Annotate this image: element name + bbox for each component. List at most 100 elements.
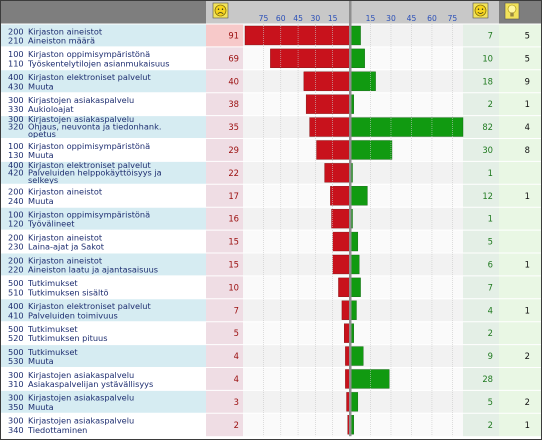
row-category-label: Kirjastojen asiakaspalvelu (28, 95, 134, 105)
neg-tick-label: 60 (276, 14, 286, 23)
importance-cell (499, 413, 541, 437)
row-category-code: 500 (8, 278, 24, 288)
neg-count-cell (206, 161, 243, 185)
row-label-bg (1, 184, 206, 208)
importance-cell (499, 344, 541, 368)
neg-count-cell (206, 367, 243, 391)
importance-cell (499, 321, 541, 345)
negative-bar (244, 25, 351, 46)
row-category-label: Kirjaston elektroniset palvelut (28, 160, 151, 170)
importance-cell (499, 275, 541, 299)
pos-count-label: 28 (482, 374, 493, 384)
row-subcategory-code: 210 (8, 35, 24, 45)
neg-tick-label: 75 (259, 14, 269, 23)
pos-count-cell (463, 46, 499, 70)
row-category-code: 100 (8, 49, 24, 59)
pos-tick-label: 75 (448, 14, 458, 23)
neg-count-label: 69 (228, 53, 239, 63)
row-subcategory-label: Tutkimuksen pituus (27, 333, 108, 343)
row-subcategory-code: 120 (8, 219, 24, 229)
neg-count-cell (206, 275, 243, 299)
pos-count-cell (463, 321, 499, 345)
pos-count-label: 12 (482, 191, 493, 201)
neg-count-label: 17 (228, 191, 239, 201)
importance-cell (499, 115, 541, 139)
neg-count-label: 4 (234, 374, 239, 384)
negative-bar (330, 186, 351, 206)
row-category-label: Kirjaston aineistot (28, 26, 103, 36)
row-label-bg (1, 344, 206, 368)
row-subcategory-label: Aineiston laatu ja ajantasaisuus (28, 264, 158, 274)
negative-bar (341, 300, 351, 320)
pos-count-label: 5 (488, 237, 493, 247)
row-label-bg (1, 253, 206, 276)
importance-label: 5 (525, 30, 530, 40)
row-category-code: 500 (8, 324, 24, 334)
pos-tick-label: 30 (386, 14, 396, 23)
row-category-code: 200 (8, 232, 24, 242)
row-subcategory-label: opetus (28, 129, 56, 139)
row-label-bg (1, 161, 206, 185)
row-subcategory-code: 340 (8, 425, 24, 435)
importance-label: 1 (525, 191, 530, 201)
row-category-code: 100 (8, 141, 24, 151)
bar-row-bg (243, 207, 463, 231)
row-category-label: Kirjaston elektroniset palvelut (28, 301, 151, 311)
row-category-code: 300 (8, 114, 24, 124)
row-subcategory-code: 350 (8, 402, 24, 412)
neg-count-label: 2 (234, 420, 239, 430)
positive-bar (350, 231, 359, 252)
importance-label: 5 (525, 53, 530, 63)
importance-label: 1 (525, 259, 530, 269)
row-category-label: Kirjaston aineistot (28, 187, 103, 197)
row-label-bg (1, 24, 206, 47)
neg-count-label: 15 (228, 259, 239, 269)
row-subcategory-code: 430 (8, 81, 24, 91)
row-category-code: 100 (8, 209, 24, 219)
pos-count-label: 30 (482, 145, 493, 155)
neg-count-label: 10 (228, 282, 239, 292)
pos-count-cell (463, 344, 499, 368)
importance-cell (499, 298, 541, 322)
row-category-code: 300 (8, 370, 24, 380)
neg-count-cell (206, 92, 243, 116)
neg-count-label: 16 (228, 214, 239, 224)
importance-label: 9 (525, 76, 530, 86)
row-category-label: Tutkimukset (27, 347, 78, 357)
pos-count-cell (463, 115, 499, 139)
pos-tick-label: 45 (407, 14, 417, 23)
row-subcategory-code: 230 (8, 242, 24, 252)
neg-count-label: 38 (228, 99, 239, 109)
row-label-bg (1, 46, 206, 70)
row-subcategory-code: 330 (8, 104, 24, 114)
positive-bar (350, 277, 361, 297)
negative-bar (332, 231, 351, 252)
row-label-bg (1, 230, 206, 253)
row-label-bg (1, 69, 206, 93)
negative-bar (331, 208, 351, 229)
importance-label: 1 (525, 99, 530, 109)
positive-bar (350, 117, 464, 137)
negative-bar (338, 277, 351, 297)
negative-bar (305, 94, 351, 114)
pos-count-cell (463, 92, 499, 116)
row-subcategory-label: Ohjaus, neuvonta ja tiedonhank. (28, 122, 161, 132)
neg-count-label: 35 (228, 122, 239, 132)
row-category-label: Kirjaston elektroniset palvelut (28, 72, 151, 82)
neg-count-cell (206, 230, 243, 253)
positive-bar (350, 25, 361, 46)
row-category-label: Kirjastojen asiakaspalvelu (28, 370, 134, 380)
pos-count-label: 2 (488, 99, 493, 109)
importance-cell (499, 253, 541, 276)
pos-count-label: 2 (488, 328, 493, 338)
row-category-code: 400 (8, 72, 24, 82)
row-label-bg (1, 321, 206, 345)
zero-axis (349, 1, 352, 437)
negative-bar (332, 254, 351, 275)
row-subcategory-code: 530 (8, 356, 24, 366)
neg-count-cell (206, 138, 243, 162)
row-subcategory-code: 240 (8, 196, 24, 206)
row-label-bg (1, 207, 206, 231)
row-label-bg (1, 138, 206, 162)
